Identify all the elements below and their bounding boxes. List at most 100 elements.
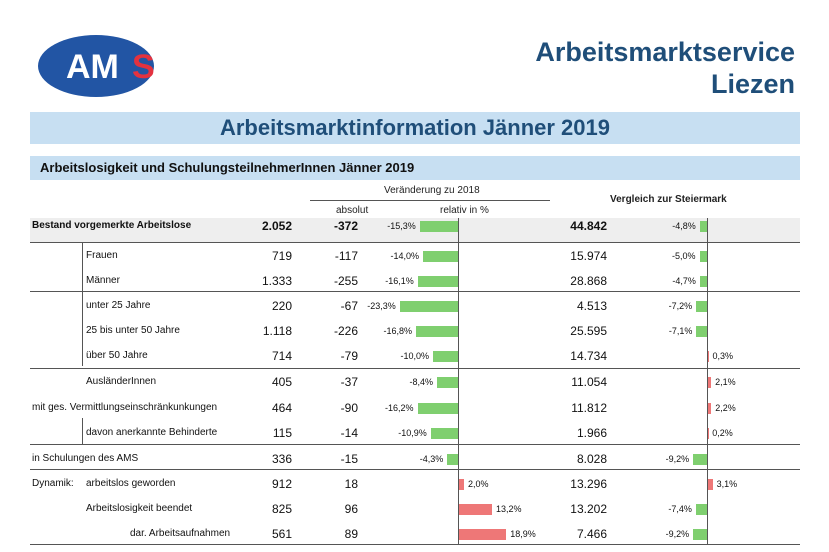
row-abs-change: -15 bbox=[340, 452, 358, 466]
rel-change-bar bbox=[459, 479, 464, 490]
state-rel-label: -9,2% bbox=[665, 454, 690, 464]
header-change: Veränderung zu 2018 bbox=[384, 185, 480, 196]
rel-change-label: -4,3% bbox=[419, 454, 444, 464]
rel-change-bar bbox=[399, 301, 458, 312]
state-rel-label: 3,1% bbox=[716, 479, 738, 489]
rel-change-label: 2,0% bbox=[468, 479, 489, 489]
row-abs-change: 18 bbox=[344, 477, 358, 491]
rel-change-label: -16,2% bbox=[384, 403, 414, 413]
state-rel-bar bbox=[696, 326, 707, 337]
rel-change-bar bbox=[419, 221, 458, 232]
rel-change-bar bbox=[417, 403, 458, 414]
rel-change-label: -8,4% bbox=[409, 377, 433, 387]
row-label: Frauen bbox=[86, 250, 118, 261]
row-state-value: 11.054 bbox=[571, 375, 607, 389]
row-separator bbox=[30, 368, 800, 369]
header-relativ: relativ in % bbox=[440, 205, 489, 216]
header-absolut: absolut bbox=[336, 205, 369, 216]
row-abs-change: -67 bbox=[340, 299, 358, 313]
row-state-value: 4.513 bbox=[576, 299, 607, 313]
row-value: 719 bbox=[271, 249, 292, 263]
row-value: 1.118 bbox=[262, 324, 292, 338]
rel-change-label: -23,3% bbox=[367, 301, 396, 311]
row-label: dar. Arbeitsaufnahmen bbox=[130, 528, 231, 539]
rel-change-bar bbox=[433, 351, 458, 362]
rel-change-label: -14,0% bbox=[390, 251, 419, 261]
row-abs-change: 89 bbox=[344, 527, 358, 541]
state-rel-bar bbox=[699, 221, 707, 232]
rel-change-label: 18,9% bbox=[510, 529, 536, 539]
row-abs-change: -117 bbox=[334, 249, 358, 263]
rel-change-label: -16,8% bbox=[383, 326, 412, 336]
row-label: über 50 Jahre bbox=[86, 350, 148, 361]
row-prefix: Dynamik: bbox=[32, 478, 74, 489]
row-state-value: 13.296 bbox=[570, 477, 607, 491]
row-state-value: 14.734 bbox=[570, 349, 607, 363]
rel-change-bar bbox=[459, 529, 507, 540]
row-value: 220 bbox=[271, 299, 292, 313]
ams-logo-graphic: AM S bbox=[38, 35, 155, 97]
rel-change-bar bbox=[437, 377, 458, 388]
rel-change-label: -10,9% bbox=[398, 428, 427, 438]
row-value: 405 bbox=[271, 375, 292, 389]
rel-change-label: -10,0% bbox=[400, 351, 429, 361]
rel-change-bar bbox=[417, 276, 458, 287]
vertical-line bbox=[82, 418, 83, 444]
row-abs-change: -255 bbox=[333, 274, 358, 288]
row-state-value: 7.466 bbox=[576, 527, 607, 541]
state-rel-bar bbox=[693, 529, 707, 540]
row-value: 336 bbox=[271, 452, 292, 466]
row-label: davon anerkannte Behinderte bbox=[86, 427, 218, 438]
row-label: AusländerInnen bbox=[86, 376, 157, 387]
row-value: 2.052 bbox=[261, 219, 292, 233]
row-label: Männer bbox=[86, 275, 120, 286]
state-rel-bar bbox=[708, 403, 712, 414]
row-state-value: 8.028 bbox=[576, 452, 607, 466]
row-value: 1.333 bbox=[261, 274, 292, 288]
row-state-value: 13.202 bbox=[570, 502, 607, 516]
rel-change-bar bbox=[430, 428, 458, 439]
row-label: Arbeitslosigkeit beendet bbox=[86, 503, 193, 514]
row-separator bbox=[30, 242, 800, 243]
state-rel-label: 0,3% bbox=[712, 351, 733, 361]
row-abs-change: -37 bbox=[340, 375, 358, 389]
organization-name: Arbeitsmarktservice Liezen bbox=[535, 36, 795, 100]
row-abs-change: -372 bbox=[333, 219, 358, 233]
ams-logo: AM S bbox=[36, 32, 166, 100]
row-abs-change: -79 bbox=[340, 349, 358, 363]
state-rel-bar bbox=[699, 251, 707, 262]
state-rel-label: -7,4% bbox=[668, 504, 692, 514]
row-state-value: 15.974 bbox=[570, 249, 607, 263]
row-state-value: 11.812 bbox=[571, 401, 607, 415]
row-separator bbox=[30, 469, 800, 470]
section-subtitle: Arbeitslosigkeit und Schulungsteilnehmer… bbox=[30, 156, 800, 180]
state-rel-label: -7,2% bbox=[668, 301, 693, 311]
rel-change-bar bbox=[416, 326, 458, 337]
org-line-1: Arbeitsmarktservice bbox=[535, 37, 795, 67]
header-compare: Vergleich zur Steiermark bbox=[610, 194, 727, 205]
row-value: 825 bbox=[271, 502, 292, 516]
row-state-value: 1.966 bbox=[576, 426, 607, 440]
state-rel-label: 2,1% bbox=[715, 377, 736, 387]
axis-line-local bbox=[458, 218, 459, 544]
row-label: unter 25 Jahre bbox=[86, 300, 151, 311]
state-rel-bar bbox=[708, 479, 713, 490]
row-label: 25 bis unter 50 Jahre bbox=[86, 325, 180, 336]
rel-change-label: 13,2% bbox=[496, 504, 522, 514]
rel-change-label: -15,3% bbox=[387, 221, 416, 231]
state-rel-label: -4,7% bbox=[672, 276, 696, 286]
row-label: mit ges. Vermittlungseinschränkunkungen bbox=[32, 402, 218, 413]
org-line-2: Liezen bbox=[710, 69, 795, 99]
row-value: 115 bbox=[272, 426, 292, 440]
state-rel-bar bbox=[696, 301, 707, 312]
row-value: 561 bbox=[271, 527, 292, 541]
state-rel-label: -5,0% bbox=[671, 251, 696, 261]
rel-change-bar bbox=[423, 251, 458, 262]
state-rel-bar bbox=[693, 454, 707, 465]
row-label: arbeitslos geworden bbox=[86, 478, 176, 489]
row-value: 714 bbox=[271, 349, 292, 363]
row-abs-change: -14 bbox=[340, 426, 358, 440]
state-rel-label: -7,1% bbox=[668, 326, 693, 336]
axis-line-state bbox=[707, 218, 708, 544]
svg-text:AM: AM bbox=[66, 48, 119, 86]
